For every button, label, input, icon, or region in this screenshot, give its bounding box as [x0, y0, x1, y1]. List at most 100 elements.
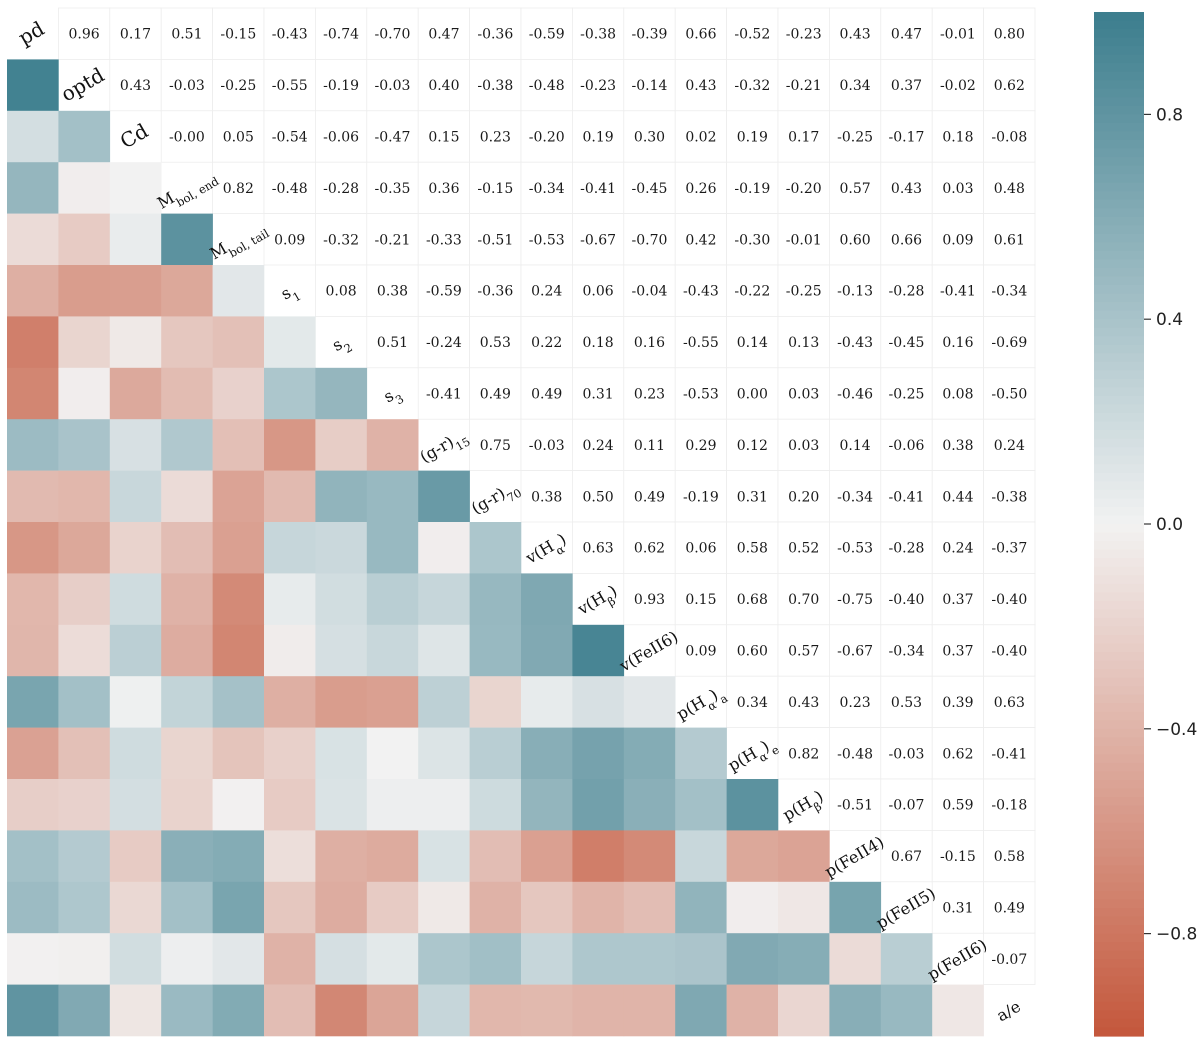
correlation-value-label: -0.53 — [683, 387, 719, 403]
correlation-value-label: 0.12 — [737, 438, 768, 454]
heatmap-blank-cell — [160, 110, 213, 163]
correlation-value-label: -0.41 — [889, 489, 925, 505]
heatmap-blank-cell — [417, 213, 471, 266]
correlation-value-label: -0.07 — [889, 798, 925, 814]
diagonal-label-name: p(FeII5) — [873, 884, 939, 933]
heatmap-cell — [7, 676, 59, 728]
heatmap-cell — [161, 727, 213, 780]
heatmap-blank-cell — [983, 315, 1036, 369]
diagonal-label: s3 — [380, 382, 406, 411]
correlation-value-label: 0.30 — [634, 130, 665, 146]
diagonal-label-name: v(FeII6) — [615, 627, 681, 676]
heatmap-blank-cell — [931, 110, 985, 163]
heatmap-cell — [521, 881, 573, 934]
correlation-value-label: -0.33 — [426, 232, 462, 248]
correlation-value-label: -0.06 — [889, 438, 925, 454]
heatmap-cell — [109, 419, 162, 471]
heatmap-blank-cell — [109, 59, 162, 112]
correlation-value-label: -0.03 — [889, 746, 925, 762]
colorbar-segment — [1094, 268, 1144, 278]
correlation-value-label: -0.36 — [477, 27, 513, 43]
correlation-value-label: 0.24 — [942, 541, 973, 557]
heatmap-cell — [726, 830, 779, 883]
heatmap-blank-cell — [983, 932, 1036, 986]
correlation-value-label: -0.48 — [837, 746, 873, 762]
diagonal-label-name: pd — [14, 16, 48, 50]
correlation-value-label: -0.15 — [477, 181, 513, 197]
heatmap-blank-cell — [314, 264, 368, 317]
correlation-value-label: -0.18 — [991, 798, 1027, 814]
heatmap-cell — [264, 830, 316, 883]
diagonal-label: p(Hα)e — [725, 733, 782, 780]
heatmap-cell — [264, 779, 316, 831]
colorbar-segment — [1094, 413, 1144, 423]
correlation-value-label: -0.19 — [683, 489, 719, 505]
colorbar-segment — [1094, 344, 1144, 354]
colorbar-segment — [1094, 20, 1144, 30]
correlation-value-label: -0.34 — [837, 489, 873, 505]
correlation-value-label: 0.82 — [788, 746, 819, 762]
correlation-value-label: -0.35 — [375, 181, 411, 197]
correlation-value-label: 0.37 — [891, 78, 922, 94]
colorbar-segment — [1094, 378, 1144, 389]
correlation-value-label: -0.20 — [786, 181, 822, 197]
diagonal-label-name: Cd — [116, 118, 153, 153]
heatmap-cell — [521, 933, 573, 985]
colorbar-segment — [1094, 660, 1144, 670]
heatmap-value-labels: 0.96 0.17 0.51 -0.15 -0.43 -0.74 -0.70 0.47 -0.3… — [69, 27, 1028, 968]
heatmap-blank-cell — [58, 7, 111, 60]
colorbar-segment — [1094, 421, 1144, 431]
heatmap-blank-cell — [777, 521, 830, 574]
heatmap-cell — [7, 213, 59, 266]
correlation-value-label: -0.23 — [786, 27, 822, 43]
heatmap-cell — [521, 573, 573, 626]
correlation-value-label: -0.39 — [632, 27, 668, 43]
colorbar-segment — [1094, 643, 1144, 653]
heatmap-blank-cell — [829, 7, 882, 60]
heatmap-blank-cell — [314, 7, 368, 60]
diagonal-label-subscript: 15 — [453, 434, 473, 453]
heatmap-blank-cell — [777, 264, 830, 317]
correlation-value-label: 0.58 — [737, 541, 768, 557]
colorbar-segment — [1094, 191, 1144, 201]
heatmap-blank-cell — [623, 521, 676, 574]
colorbar-segment — [1094, 285, 1144, 295]
correlation-value-label: 0.17 — [788, 130, 819, 146]
diagonal-label: Cd — [116, 118, 153, 153]
colorbar-segment — [1094, 626, 1144, 636]
heatmap-blank-cell — [520, 161, 573, 214]
colorbar-segment — [1094, 967, 1144, 977]
correlation-value-label: 0.51 — [171, 27, 202, 43]
colorbar-segment — [1094, 694, 1144, 704]
heatmap-blank-cell — [623, 213, 676, 266]
heatmap-cell — [109, 676, 162, 728]
correlation-value-label: -0.50 — [991, 387, 1027, 403]
heatmap-blank-cell — [674, 110, 728, 163]
heatmap-blank-cell — [417, 110, 471, 163]
correlation-value-label: 0.05 — [223, 130, 254, 146]
heatmap-blank-cell — [829, 521, 882, 574]
colorbar-segment — [1094, 677, 1144, 687]
correlation-value-label: -0.40 — [991, 644, 1027, 660]
colorbar-segment — [1094, 797, 1144, 807]
heatmap-blank-cell — [983, 675, 1036, 729]
correlation-value-label: 0.66 — [891, 232, 922, 248]
correlation-value-label: -0.38 — [580, 27, 616, 43]
correlation-value-label: 0.08 — [942, 387, 973, 403]
heatmap-cell — [726, 779, 779, 831]
heatmap-cell — [675, 779, 727, 831]
heatmap-blank-cell — [109, 7, 162, 60]
heatmap-blank-cell — [263, 161, 316, 214]
correlation-value-label: 0.31 — [737, 489, 768, 505]
correlation-value-label: -0.51 — [837, 798, 873, 814]
colorbar-segment — [1094, 208, 1144, 218]
heatmap-cell — [880, 984, 933, 1037]
heatmap-blank-cell — [674, 418, 728, 472]
heatmap-cell — [109, 265, 162, 317]
heatmap-cell — [212, 367, 265, 420]
colorbar-segment — [1094, 703, 1144, 713]
heatmap-cell — [675, 881, 727, 934]
diagonal-label-name: v(H — [522, 536, 558, 568]
colorbar-segment — [1094, 336, 1144, 346]
